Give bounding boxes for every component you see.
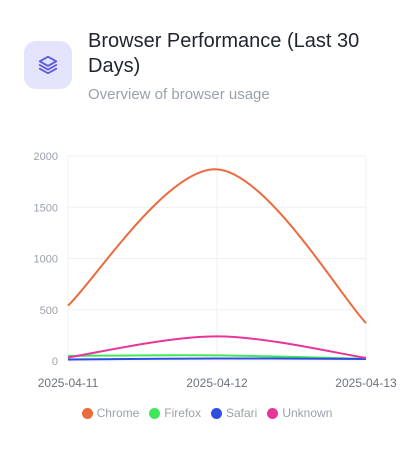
- legend-swatch: [149, 407, 161, 419]
- header-icon-tile: [24, 41, 72, 89]
- series-line-chrome: [67, 168, 367, 324]
- x-tick-label: 2025-04-11: [38, 376, 99, 390]
- layers-icon: [38, 55, 58, 75]
- x-tick-label: 2025-04-13: [335, 376, 397, 390]
- legend-swatch: [81, 407, 93, 419]
- legend-label: Unknown: [282, 406, 333, 420]
- card-subtitle: Overview of browser usage: [88, 86, 270, 103]
- y-axis: 0 500 1000 1500 2000: [34, 151, 58, 368]
- series-line-safari: [67, 357, 367, 361]
- legend-swatch: [210, 407, 222, 419]
- header-text: Browser Performance (Last 30 Days) Overv…: [88, 26, 388, 105]
- chart-legend: Chrome Firefox Safari Unknown: [0, 406, 414, 420]
- y-tick-label: 2000: [34, 151, 58, 163]
- legend-label: Chrome: [96, 406, 140, 420]
- series-line-unknown: [67, 335, 367, 359]
- legend-item-chrome[interactable]: Chrome: [81, 406, 140, 420]
- y-tick-label: 500: [40, 305, 58, 317]
- card-title: Browser Performance (Last 30 Days): [88, 30, 360, 77]
- series-lines: [67, 168, 367, 361]
- legend-label: Firefox: [164, 406, 201, 420]
- legend-swatch: [267, 407, 279, 419]
- x-tick-label: 2025-04-12: [186, 376, 248, 390]
- y-tick-label: 1500: [34, 202, 58, 214]
- legend-item-firefox[interactable]: Firefox: [149, 406, 201, 420]
- legend-label: Safari: [225, 406, 258, 420]
- legend-item-unknown[interactable]: Unknown: [267, 406, 332, 420]
- legend-item-safari[interactable]: Safari: [210, 406, 258, 420]
- chart-grid: [67, 155, 367, 362]
- y-tick-label: 0: [52, 356, 58, 368]
- y-tick-label: 1000: [34, 254, 58, 266]
- card-header: Browser Performance (Last 30 Days) Overv…: [24, 26, 394, 105]
- x-axis: 2025-04-11 2025-04-12 2025-04-13: [38, 376, 397, 390]
